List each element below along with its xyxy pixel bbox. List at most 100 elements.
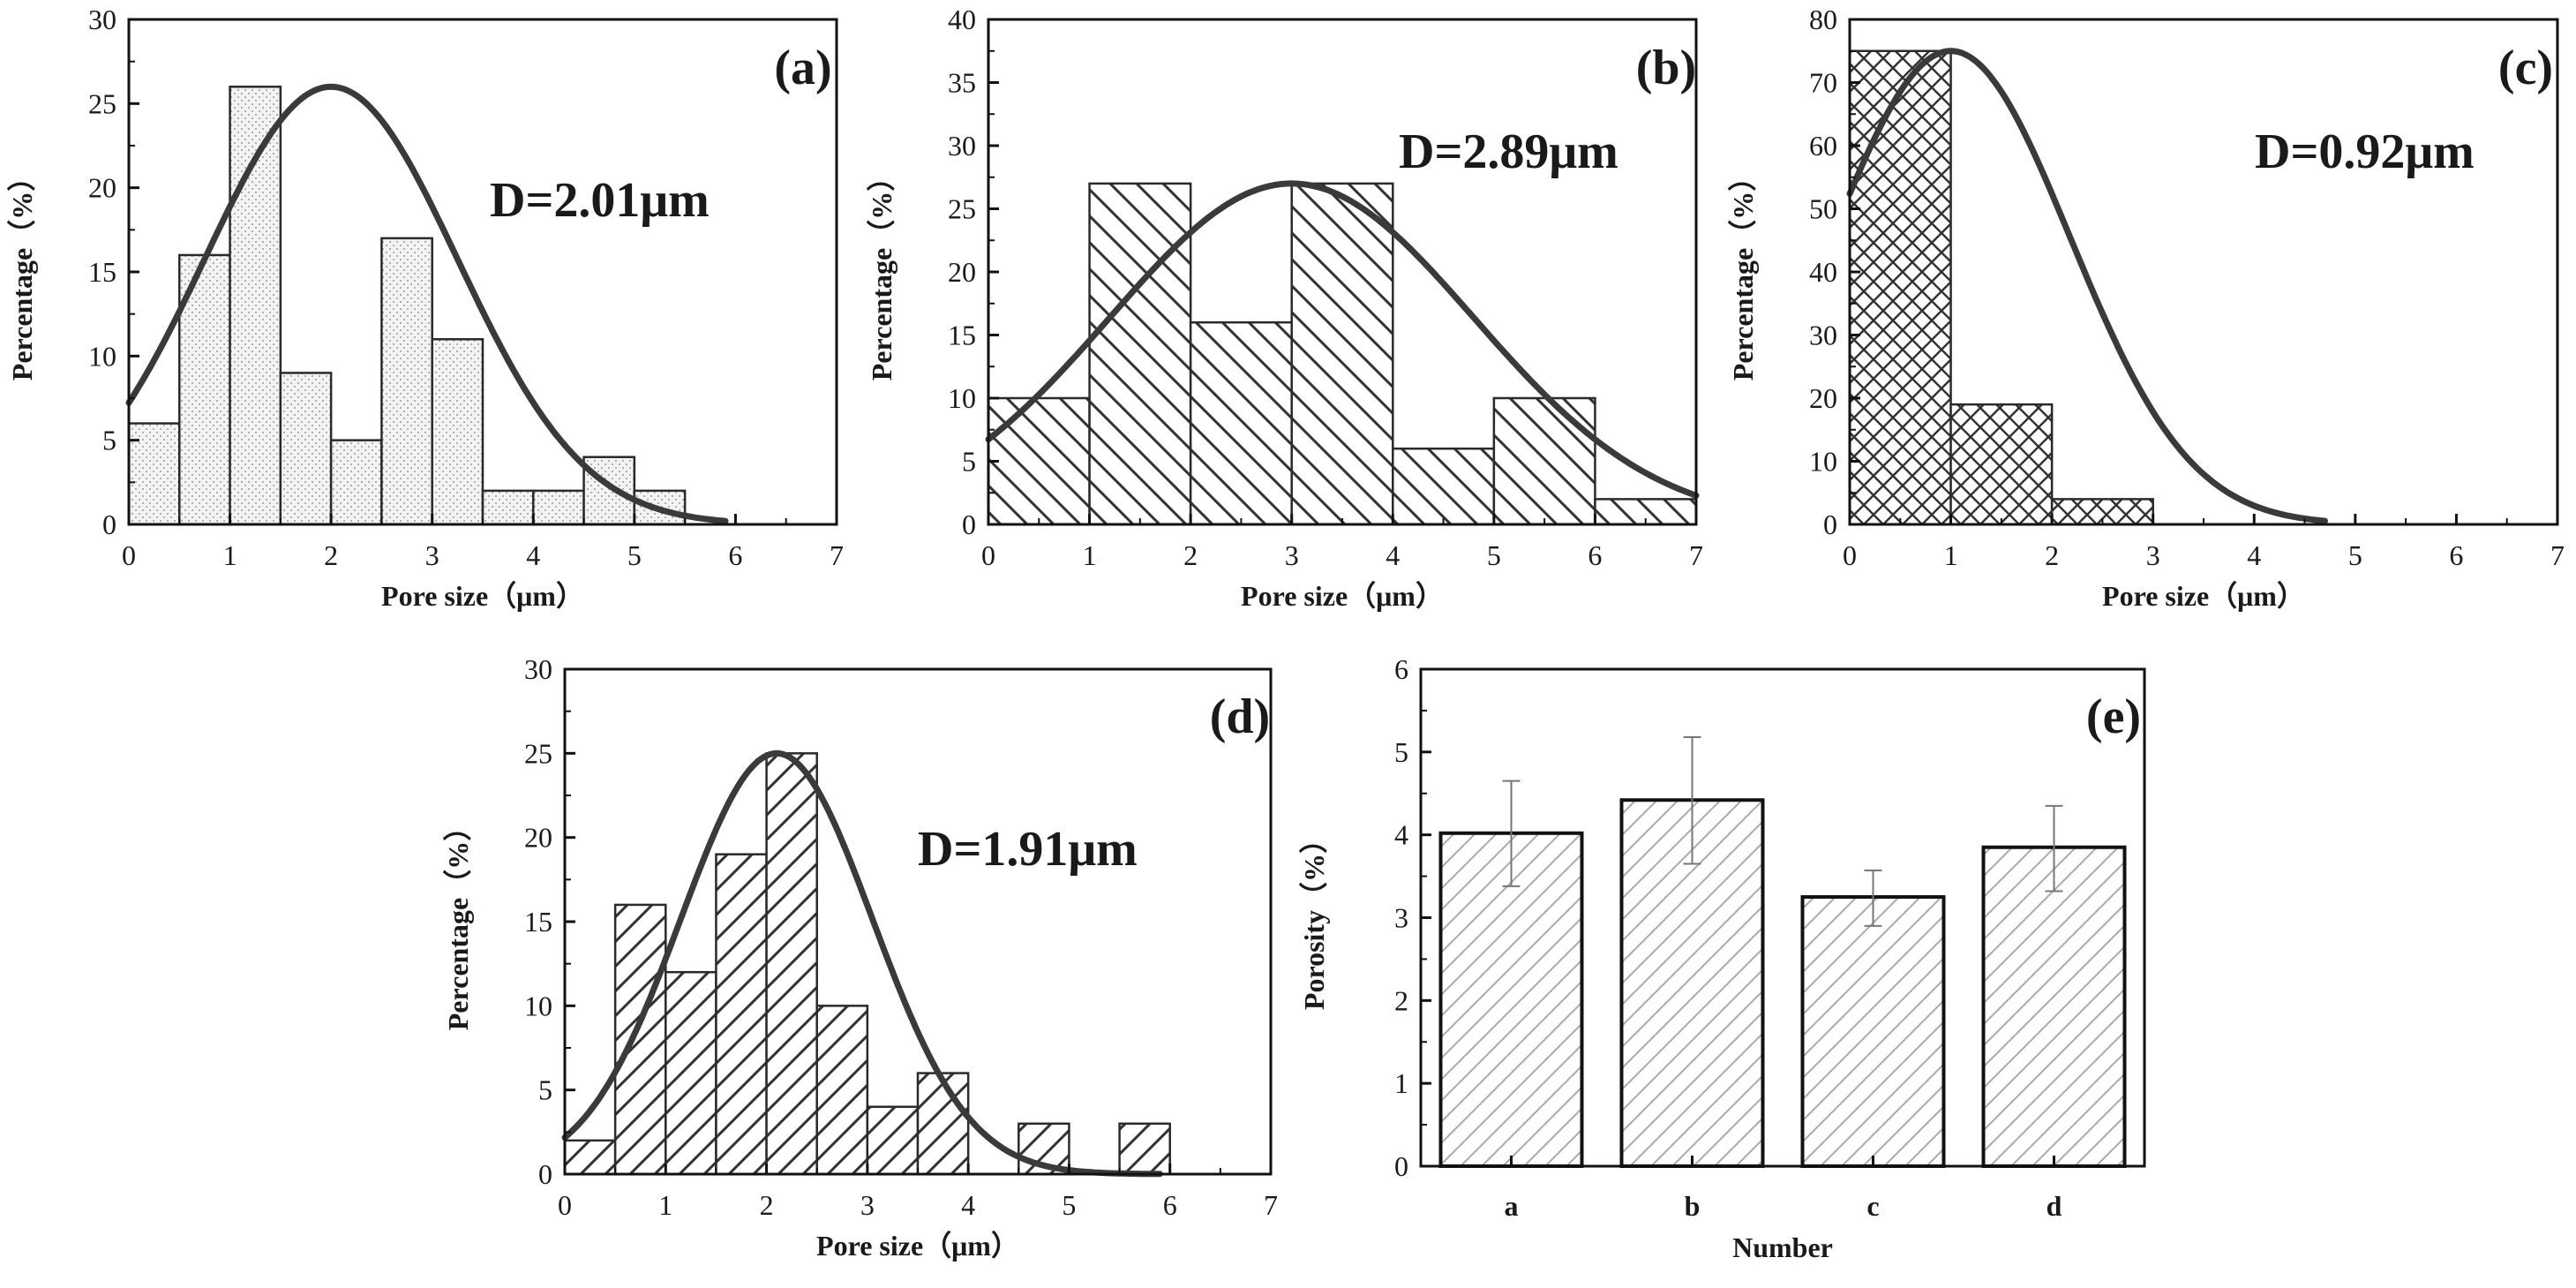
- histogram-bar: [532, 489, 585, 526]
- histogram-bar: [229, 86, 282, 526]
- y-tick-label: 15: [524, 906, 552, 938]
- x-axis-title: Pore size（μm）: [381, 580, 584, 612]
- mean-diameter-annotation: D=0.92μm: [2255, 124, 2475, 179]
- histogram-bar: [1189, 320, 1293, 526]
- y-tick-label: 20: [948, 256, 976, 288]
- y-tick-label: 10: [948, 382, 976, 414]
- y-tick-label: 30: [88, 4, 116, 35]
- x-tick-label: 4: [961, 1189, 975, 1221]
- histogram-bar: [1088, 182, 1192, 526]
- y-tick-label: 10: [1809, 446, 1837, 478]
- y-tick-label: 0: [102, 508, 116, 540]
- y-tick-label: 30: [524, 653, 552, 685]
- histogram-panel-b: 0 1 2 3 4 5 6 7 Pore size（μm） 0 5 10 15 20 25 30 35 40 Per…: [866, 4, 1703, 612]
- y-tick-label: 0: [538, 1158, 552, 1190]
- x-tick-label: 6: [728, 539, 742, 571]
- y-tick-label: 4: [1394, 819, 1408, 851]
- y-tick-label: 25: [948, 193, 976, 225]
- histogram-bar: [329, 439, 383, 526]
- x-tick-label: 3: [2146, 539, 2160, 571]
- y-tick-label: 30: [1809, 320, 1837, 351]
- x-tick-label: 6: [1163, 1189, 1177, 1221]
- x-tick-label: 0: [981, 539, 995, 571]
- histogram-bar: [1118, 1122, 1171, 1176]
- x-axis-title: Number: [1732, 1232, 1833, 1263]
- histogram-bar: [1290, 182, 1394, 526]
- x-tick-label: 7: [2550, 539, 2565, 571]
- gaussian-fit-curve: [125, 83, 729, 524]
- histogram-bar: [431, 338, 484, 526]
- y-tick-label: 20: [88, 172, 116, 204]
- y-tick-label: 40: [948, 4, 976, 35]
- panel-label: (b): [1636, 41, 1696, 95]
- x-tick-label: 7: [1689, 539, 1703, 571]
- porosity-bar: [1800, 895, 1946, 1169]
- x-tick-label: 5: [1062, 1189, 1076, 1221]
- x-tick-label: 7: [1264, 1189, 1278, 1221]
- histogram-bar: [279, 372, 333, 526]
- panel-label: (e): [2086, 689, 2141, 744]
- histogram-bar: [916, 1072, 970, 1176]
- y-tick-label: 2: [1394, 984, 1408, 1016]
- y-tick-label: 80: [1809, 4, 1837, 35]
- x-tick-label: 2: [760, 1189, 774, 1221]
- y-axis-title: Porosity（%）: [1298, 825, 1330, 1010]
- x-tick-label: 1: [1944, 539, 1958, 571]
- histogram-bar: [987, 396, 1091, 526]
- histogram-bar: [563, 1139, 617, 1176]
- histogram-bar: [1949, 403, 2054, 526]
- x-tick-label: 1: [223, 539, 237, 571]
- y-tick-label: 25: [524, 737, 552, 769]
- x-tick-label: 0: [122, 539, 136, 571]
- histogram-panel-a: 0 1 2 3 4 5 6 7 Pore size（μm） 0 5 10 15 20 25 30 Percent…: [6, 4, 844, 612]
- mean-diameter-annotation: D=2.01μm: [490, 173, 710, 228]
- x-tick-label: 5: [1487, 539, 1501, 571]
- x-tick-label: 3: [1285, 539, 1299, 571]
- histogram-panel-c: 0 1 2 3 4 5 6 7 Pore size（μm） 0 10 20 30 40 50 60 70 80 Pe…: [1727, 4, 2565, 612]
- x-category-label: c: [1866, 1190, 1879, 1222]
- y-tick-label: 5: [962, 446, 976, 478]
- histogram-panel-d: 0 1 2 3 4 5 6 7 Pore size（μm） 0 5 10 15 20 25 30 Percent…: [442, 653, 1278, 1262]
- y-tick-label: 30: [948, 130, 976, 162]
- mean-diameter-annotation: D=1.91μm: [918, 822, 1138, 877]
- mean-diameter-annotation: D=2.89μm: [1399, 124, 1618, 179]
- y-tick-label: 15: [948, 320, 976, 351]
- x-tick-label: 4: [1386, 539, 1400, 571]
- histogram-bar: [1492, 396, 1596, 526]
- y-axis-title: Percentage（%）: [442, 813, 474, 1030]
- x-tick-label: 4: [2247, 539, 2261, 571]
- y-tick-label: 35: [948, 67, 976, 99]
- x-tick-label: 3: [425, 539, 439, 571]
- histogram-bar: [866, 1105, 920, 1176]
- porosity-bar: [1438, 831, 1584, 1168]
- y-tick-label: 5: [1394, 736, 1408, 768]
- histogram-bar: [127, 422, 181, 526]
- x-tick-label: 5: [627, 539, 642, 571]
- x-category-label: d: [2047, 1190, 2062, 1222]
- histogram-bar: [481, 489, 535, 526]
- y-axis-title: Percentage（%）: [1727, 163, 1759, 380]
- histogram-bar: [582, 456, 636, 526]
- histogram-bar: [815, 1005, 869, 1176]
- histogram-bar: [380, 237, 433, 526]
- x-tick-label: 2: [2045, 539, 2059, 571]
- y-axis-title: Percentage（%）: [6, 163, 38, 380]
- y-tick-label: 0: [1394, 1150, 1408, 1182]
- x-tick-label: 6: [1588, 539, 1602, 571]
- y-tick-label: 3: [1394, 902, 1408, 934]
- y-tick-label: 70: [1809, 67, 1837, 99]
- x-tick-label: 0: [1843, 539, 1857, 571]
- y-tick-label: 6: [1394, 653, 1408, 685]
- y-tick-label: 40: [1809, 256, 1837, 288]
- panel-label: (d): [1210, 689, 1270, 744]
- x-tick-label: 0: [558, 1189, 572, 1221]
- gaussian-fit-curve: [1846, 48, 2328, 524]
- x-tick-label: 4: [526, 539, 540, 571]
- y-axis-title: Percentage（%）: [866, 163, 897, 380]
- panel-label: (c): [2498, 41, 2553, 95]
- y-tick-label: 10: [88, 340, 116, 372]
- y-tick-label: 10: [524, 990, 552, 1021]
- x-tick-label: 7: [830, 539, 844, 571]
